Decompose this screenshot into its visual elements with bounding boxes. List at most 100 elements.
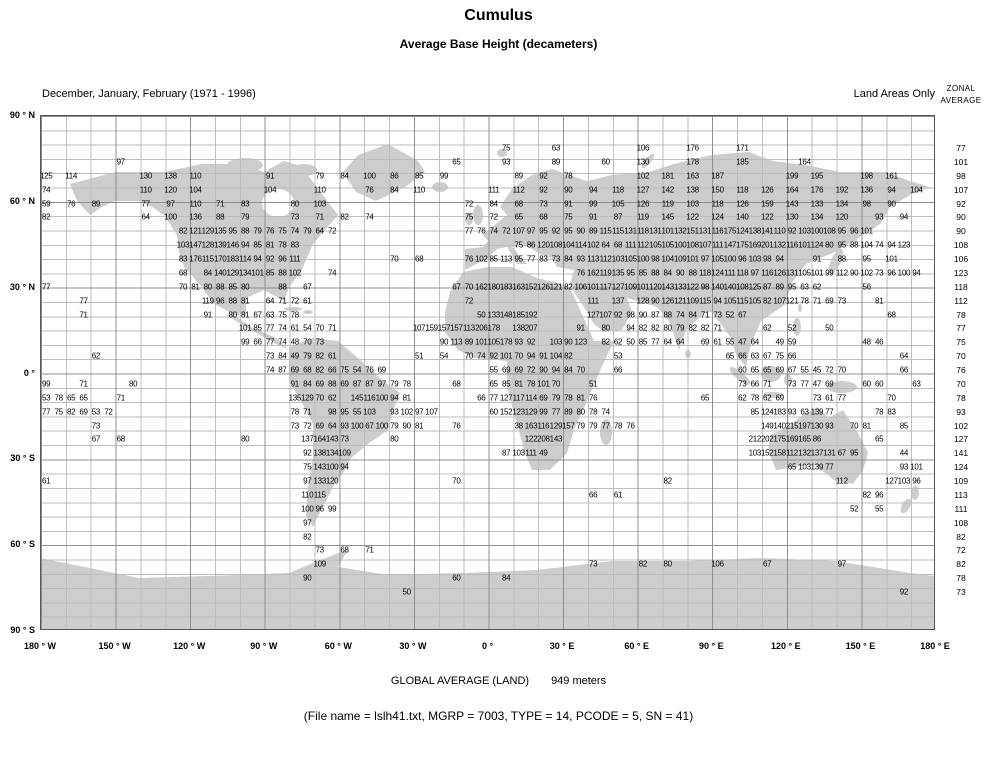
grid-value: 97 [116, 157, 126, 167]
grid-value: 88 [651, 268, 660, 278]
grid-value: 90 [887, 199, 896, 208]
grid-value: 202 [760, 434, 774, 444]
grid-value: 206 [475, 323, 488, 333]
grid-value: 132 [798, 448, 811, 458]
grid-value: 73 [290, 212, 300, 222]
grid-value: 64 [899, 351, 909, 361]
grid-value: 68 [613, 240, 623, 250]
latitude-tick-label: 90 ° S [10, 625, 35, 635]
grid-value: 88 [850, 240, 859, 250]
grid-value: 94 [775, 254, 784, 264]
grid-value: 51 [589, 379, 598, 389]
grid-value: 83 [539, 254, 548, 264]
grid-value: 70 [452, 476, 461, 486]
grid-value: 85 [501, 379, 511, 389]
grid-value: 75 [278, 226, 287, 236]
grid-value: 99 [42, 379, 51, 389]
grid-value: 69 [377, 365, 387, 375]
grid-value: 94 [390, 393, 399, 403]
grid-value: 101 [885, 254, 898, 264]
grid-value: 97 [377, 379, 387, 389]
grid-value: 178 [487, 323, 500, 333]
grid-value: 76 [66, 199, 76, 208]
grid-value: 80 [390, 434, 399, 444]
grid-value: 91 [589, 212, 598, 222]
grid-value: 73 [340, 434, 349, 444]
grid-value: 113 [462, 323, 475, 333]
grid-value: 137 [611, 296, 625, 306]
grid-value: 97 [750, 268, 760, 278]
grid-value: 138 [512, 323, 525, 333]
grid-value: 62 [613, 337, 623, 347]
grid-value: 67 [253, 310, 262, 319]
longitude-tick-label: 120 ° W [173, 641, 206, 651]
grid-value: 123 [512, 407, 525, 417]
grid-value: 55 [800, 365, 809, 375]
world-map-grid: 75 63 106 176 171 97 65 93 89 60 130 178 185 164 125 11… [40, 115, 935, 630]
grid-value: 76 [365, 365, 374, 375]
grid-value: 136 [860, 185, 873, 195]
grid-value: 105 [487, 337, 500, 347]
grid-value: 119 [661, 199, 674, 208]
grid-value: 75 [340, 365, 349, 375]
grid-value: 90 [564, 185, 573, 195]
grid-value: 117 [512, 393, 525, 403]
grid-value: 102 [288, 268, 302, 278]
grid-value: 61 [713, 337, 722, 347]
grid-value: 100 [375, 421, 389, 430]
grid-value: 104 [549, 351, 563, 361]
grid-value: 82 [303, 532, 312, 541]
grid-value: 69 [290, 365, 300, 375]
grid-value: 84 [688, 310, 697, 319]
grid-value: 140 [213, 268, 227, 278]
grid-value: 99 [327, 504, 337, 514]
grid-value: 112 [636, 240, 649, 250]
grid-value: 46 [874, 337, 884, 347]
grid-value: 88 [240, 226, 250, 236]
zonal-average-value: 78 [956, 573, 966, 584]
grid-value: 199 [785, 171, 799, 181]
grid-value: 70 [850, 421, 859, 430]
grid-value: 75 [775, 351, 784, 361]
grid-value: 164 [785, 185, 799, 195]
grid-value: 67 [763, 559, 772, 569]
grid-value: 80 [601, 323, 610, 333]
grid-value: 120 [537, 240, 550, 250]
grid-value: 100 [673, 240, 687, 250]
grid-value: 49 [290, 351, 300, 361]
grid-value: 84 [278, 351, 287, 361]
longitude-tick-label: 60 ° E [624, 641, 649, 651]
grid-value: 90 [651, 296, 660, 306]
grid-value: 49 [775, 337, 784, 347]
grid-value: 93 [787, 407, 797, 417]
grid-value: 157 [562, 421, 575, 430]
grid-value: 126 [661, 296, 674, 306]
grid-value: 79 [576, 421, 586, 430]
grid-value: 79 [551, 393, 561, 403]
grid-value: 90 [439, 337, 449, 347]
grid-value: 170 [213, 254, 227, 264]
grid-value: 111 [711, 240, 724, 250]
grid-value: 61 [613, 490, 623, 500]
grid-value: 98 [651, 254, 660, 264]
grid-value: 103 [686, 199, 699, 208]
grid-value: 68 [178, 268, 188, 278]
grid-value: 121 [189, 226, 202, 236]
grid-value: 102 [475, 254, 488, 264]
grid-value: 94 [526, 351, 536, 361]
grid-value: 59 [787, 337, 797, 347]
grid-value: 75 [564, 212, 573, 222]
grid-value: 124 [711, 212, 724, 222]
grid-value: 75 [278, 310, 287, 319]
grid-value: 163 [512, 282, 525, 292]
grid-value: 82 [340, 212, 349, 222]
zonal-average-value: 107 [953, 184, 969, 195]
grid-value: 109 [686, 296, 699, 306]
grid-value: 71 [327, 323, 337, 333]
grid-value: 76 [576, 268, 586, 278]
grid-value: 81 [402, 393, 412, 403]
grid-value: 69 [315, 379, 325, 389]
grid-value: 83 [887, 407, 896, 417]
grid-value: 68 [539, 212, 548, 222]
grid-value: 151 [686, 226, 699, 236]
